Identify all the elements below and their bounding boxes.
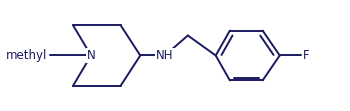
Text: NH: NH <box>156 49 174 62</box>
Text: F: F <box>303 49 309 62</box>
Text: methyl: methyl <box>6 49 47 62</box>
Text: N: N <box>87 49 96 62</box>
